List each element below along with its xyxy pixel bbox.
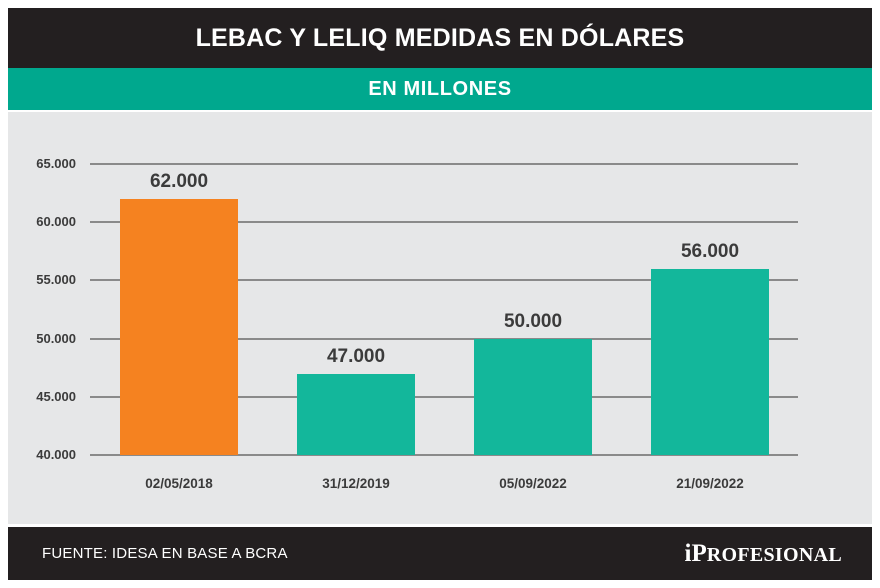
bar-value-label: 62.000 bbox=[149, 170, 209, 192]
gridline bbox=[90, 395, 798, 398]
chart-subtitle-band: EN MILLONES bbox=[8, 68, 872, 110]
chart-panel: 65.000 60.000 55.000 50.000 45.000 40.000 62.0… bbox=[8, 112, 872, 524]
iprofesional-logo: i P ROFESIONAL bbox=[685, 541, 842, 566]
chart-footer-band: FUENTE: IDESA EN BASE A BCRA i P ROFESIONA… bbox=[8, 527, 872, 580]
logo-letter-p: P bbox=[691, 540, 707, 567]
gridline bbox=[90, 221, 798, 224]
bar[interactable] bbox=[120, 198, 238, 455]
bar-value-label: 47.000 bbox=[326, 345, 386, 367]
source-attribution: FUENTE: IDESA EN BASE A BCRA bbox=[42, 545, 288, 562]
y-axis-tick-label: 60.000 bbox=[36, 214, 76, 230]
page-title: LEBAC Y LELIQ MEDIDAS EN DÓLARES bbox=[195, 23, 685, 52]
y-axis-tick-label: 50.000 bbox=[36, 330, 76, 346]
bar-value-label: 56.000 bbox=[680, 240, 740, 262]
bar[interactable] bbox=[474, 338, 592, 455]
x-axis-category-label: 31/12/2019 bbox=[322, 476, 390, 491]
chart-subtitle: EN MILLONES bbox=[368, 78, 512, 100]
y-axis-tick-label: 45.000 bbox=[36, 388, 76, 404]
bar[interactable] bbox=[297, 373, 415, 455]
y-axis-tick-label: 65.000 bbox=[36, 156, 76, 171]
gridline bbox=[90, 454, 798, 456]
x-axis-category-label: 02/05/2018 bbox=[145, 476, 213, 491]
gridline bbox=[90, 337, 798, 340]
y-axis-tick-label: 55.000 bbox=[36, 272, 76, 288]
logo-letter-i: i bbox=[684, 540, 692, 567]
plot-area: 65.000 60.000 55.000 50.000 45.000 40.000 62.0… bbox=[8, 112, 872, 524]
x-axis-category-label: 21/09/2022 bbox=[676, 476, 744, 491]
gridline bbox=[90, 279, 798, 282]
y-axis-tick-label: 40.000 bbox=[36, 447, 76, 462]
bar-value-label: 50.000 bbox=[503, 310, 563, 332]
chart-title-band: LEBAC Y LELIQ MEDIDAS EN DÓLARES bbox=[8, 8, 872, 68]
bar[interactable] bbox=[651, 268, 769, 455]
logo-text-rest: ROFESIONAL bbox=[706, 544, 842, 566]
gridline bbox=[90, 163, 798, 165]
x-axis-category-label: 05/09/2022 bbox=[499, 476, 567, 491]
